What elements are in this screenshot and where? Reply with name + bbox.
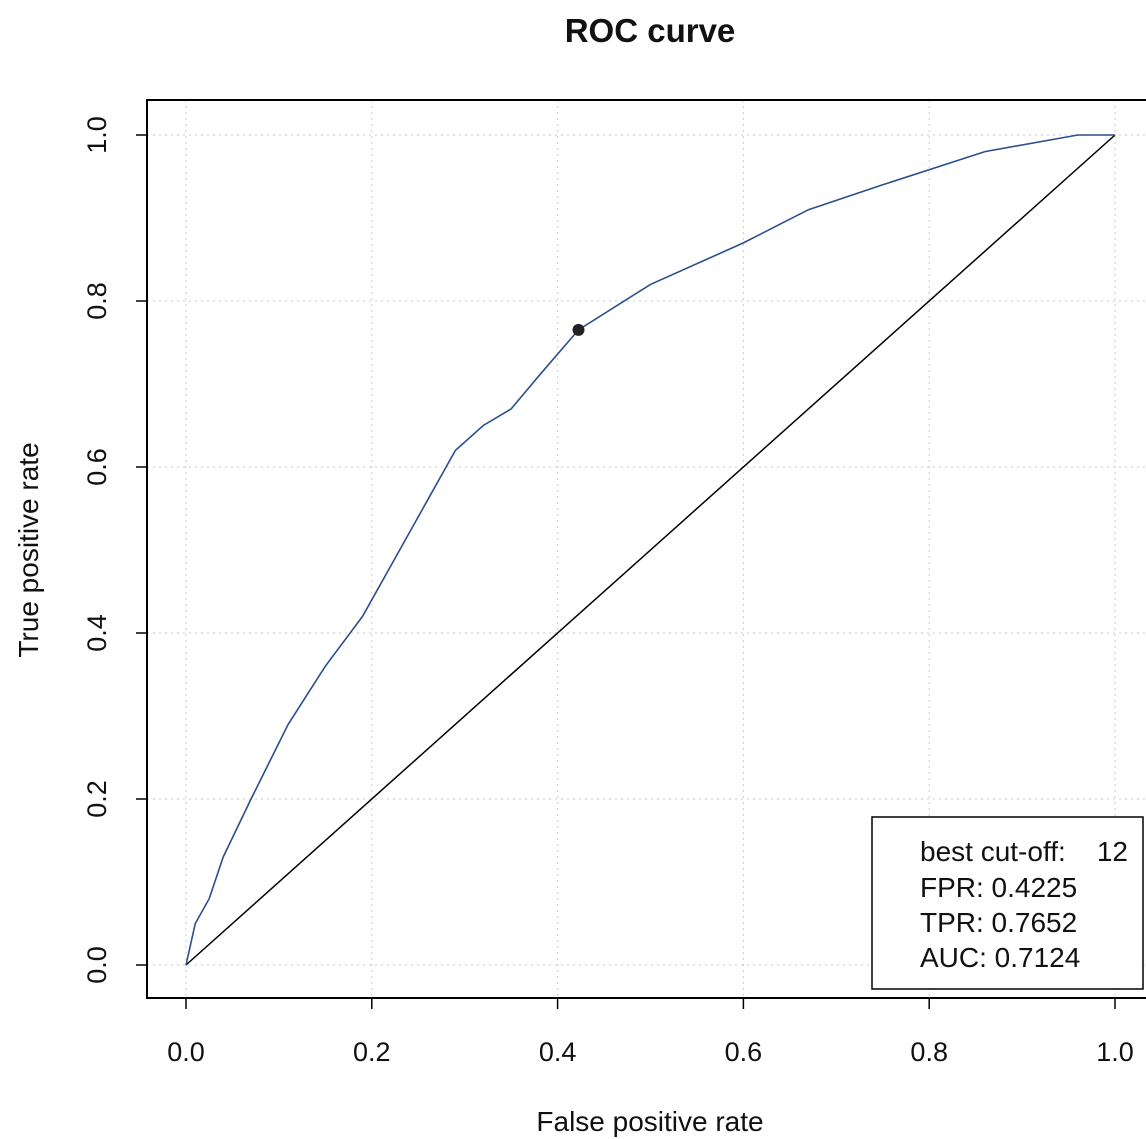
- legend-fpr: FPR: 0.4225: [920, 872, 1077, 903]
- grid: [147, 100, 1146, 998]
- legend-auc: AUC: 0.7124: [920, 942, 1080, 973]
- x-tick-label: 0.8: [910, 1037, 948, 1067]
- roc-curve-line: [185, 134, 1115, 966]
- x-tick-label: 0.4: [539, 1037, 577, 1067]
- y-tick-label: 0.6: [82, 448, 112, 486]
- legend-cutoff-label: best cut-off:: [920, 836, 1066, 867]
- x-tick-label: 0.0: [167, 1037, 205, 1067]
- y-tick-label: 0.2: [82, 780, 112, 818]
- reference-line: [185, 134, 1116, 966]
- x-axis: 0.0 0.2 0.4 0.6 0.8 1.0: [167, 998, 1134, 1067]
- legend-box: best cut-off: 12 FPR: 0.4225 TPR: 0.7652…: [871, 816, 1144, 990]
- x-tick-label: 0.6: [725, 1037, 763, 1067]
- y-tick-label: 0.4: [82, 614, 112, 652]
- chart-title: ROC curve: [565, 12, 736, 49]
- y-tick-label: 0.0: [82, 946, 112, 984]
- x-axis-label: False positive rate: [536, 1106, 763, 1137]
- x-tick-label: 1.0: [1096, 1037, 1134, 1067]
- x-tick-label: 0.2: [353, 1037, 391, 1067]
- best-cutoff-point: [572, 323, 585, 336]
- y-axis: 0.0 0.2 0.4 0.6 0.8 1.0: [82, 116, 147, 984]
- legend-frame: [871, 816, 1144, 990]
- y-axis-label: True positive rate: [13, 442, 44, 657]
- legend-cutoff-value: 12: [1097, 836, 1128, 867]
- y-tick-label: 0.8: [82, 282, 112, 320]
- legend-tpr: TPR: 0.7652: [920, 907, 1077, 938]
- plot-frame: [146, 99, 1146, 999]
- y-tick-label: 1.0: [82, 116, 112, 154]
